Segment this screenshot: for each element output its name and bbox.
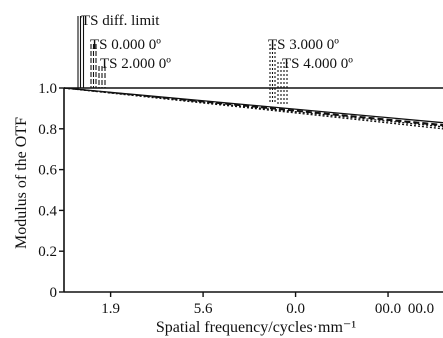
legend-entry-label: TS 2.000 0º: [100, 56, 171, 72]
legend-entry-label: TS 0.000 0º: [90, 37, 161, 53]
x-tick-label: 1.9: [101, 301, 120, 317]
y-tick-label: 0.8: [38, 122, 57, 138]
legend: TS diff. limit TS 0.000 0º TS 2.000 0º TS 3…: [77, 13, 353, 104]
x-tick-label: 0.0: [286, 301, 305, 317]
y-tick-label: 0.4: [38, 203, 57, 219]
axes-frame: [63, 87, 443, 293]
y-axis-title: Modulus of the OTF: [13, 117, 30, 249]
series-line: [63, 87, 443, 128]
x-tick-label: 5.6: [194, 301, 213, 317]
legend-entry-label: TS diff. limit: [81, 13, 160, 29]
legend-entry-label: TS 4.000 0º: [282, 56, 353, 72]
legend-entry-label: TS 3.000 0º: [268, 37, 339, 53]
y-tick-label: 1.0: [38, 81, 57, 97]
plot-series: [63, 87, 443, 130]
x-axis-title: Spatial frequency/cycles·mm⁻¹: [156, 319, 356, 336]
y-tick-label: 0.6: [38, 163, 57, 179]
x-tick-label: 00.0: [408, 301, 434, 317]
series-line: [63, 87, 443, 127]
x-tick-label: 00.0: [375, 301, 401, 317]
y-tick-label: 0.2: [38, 244, 57, 260]
y-tick-label: 0: [50, 285, 58, 301]
axis-ticks: 0 0.2 0.4 0.6 0.8 1.0 1.9 5.6 0.0 00.0 00.0: [38, 81, 434, 317]
series-line: [63, 87, 443, 130]
